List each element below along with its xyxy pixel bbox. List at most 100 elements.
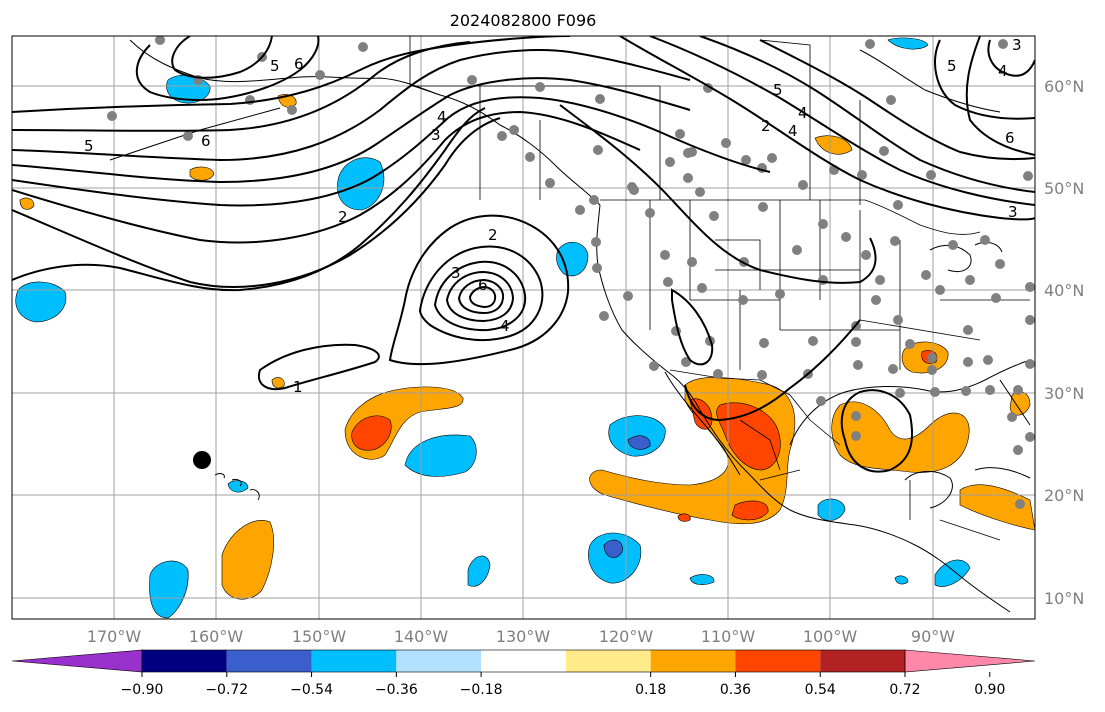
royal-field-pacific-3 [603,539,623,558]
map-title: 2024082800 F096 [450,11,597,30]
yucatan [904,471,953,509]
orange-field-small-1 [189,166,215,181]
orange-field-small-3 [19,197,35,210]
lon-label: 150°W [292,627,347,646]
colorbar-extend-low [11,649,143,673]
shaded-fields [15,37,1035,619]
orange-field-central-america [959,484,1035,531]
contour-label: 5 [947,57,957,75]
hawaii-islands [214,473,260,501]
colorbar-cell [311,650,397,672]
north-america-west-coast [596,204,1011,613]
contour-label: 5 [270,57,280,75]
orange-field-canada [814,135,853,155]
lat-label: 50°N [1044,179,1084,198]
contour-label: 4 [788,122,798,140]
colorbar: −0.90 −0.72 −0.54 −0.36 −0.18 0.18 0.36 0.54 0.7… [11,649,1036,698]
colorbar-tick-label: 0.90 [974,682,1005,698]
lat-label: 30°N [1044,384,1084,403]
canada-provinces [410,39,861,205]
colorbar-tick-label: −0.90 [121,682,164,698]
colorbar-cell [396,650,482,672]
colorbar-extend-high [904,649,1036,673]
contour-label: 4 [500,317,510,335]
us-mexico-border [669,369,841,446]
lon-label: 170°W [87,627,142,646]
longitude-labels: 170°W 160°W 150°W 140°W 130°W 120°W 110°… [87,627,955,646]
blue-field-south-3 [817,498,846,521]
lon-label: 90°W [911,627,955,646]
royal-field-pacific-2 [627,435,651,450]
contour-label: 2 [761,117,771,135]
highlight-marker [193,451,211,469]
contour-label: 3 [1012,36,1022,54]
lat-label: 40°N [1044,281,1084,300]
blue-field-hawaii [227,480,249,493]
baja-peninsula [664,371,741,476]
red-field-mexico [716,402,781,471]
lon-label: 120°W [599,627,654,646]
contour-label: 4 [798,104,808,122]
contour-label: 3 [1008,203,1018,221]
cuba [974,467,1031,479]
blue-field-small-2 [894,575,909,585]
colorbar-cell [820,650,905,672]
red-field-small [677,513,691,522]
us-canada-border [600,199,981,235]
lat-label: 20°N [1044,486,1084,505]
contour-label-group: 5 6 5 6 3 4 2 3 6 4 2 1 5 4 2 4 3 6 5 4 … [84,36,1022,396]
colorbar-cell [650,650,736,672]
blue-field-small-1 [689,574,715,585]
contour-label: 1 [293,378,303,396]
blue-field-pacific-3 [588,532,642,584]
red-field-south-mexico [731,500,769,521]
contour-label: 3 [431,126,441,144]
colorbar-tick-label: 0.54 [805,682,836,698]
orange-field-small-2 [271,377,285,389]
lon-label: 110°W [701,627,756,646]
hudson-bay-coast [859,49,1001,113]
contour-label: 2 [488,226,498,244]
colorbar-cell [735,650,821,672]
contour-label: 2 [338,208,348,226]
contour-label: 5 [773,81,783,99]
colorbar-cell [226,650,312,672]
colorbar-tick-label: 0.36 [720,682,751,698]
lat-label: 10°N [1044,589,1084,608]
florida [999,379,1031,426]
contour-label: 4 [437,108,447,126]
contour-label: 6 [478,276,488,294]
lon-label: 100°W [803,627,858,646]
colorbar-cell [481,650,566,672]
contour-label: 6 [1005,129,1015,147]
orange-field-gulf [831,401,970,473]
blue-field-central-america [934,559,971,587]
map-frame [11,35,1036,620]
blue-field-gulf-maine [887,37,929,50]
colorbar-tick-label: −0.36 [375,682,418,698]
colorbar-tick-label: −0.54 [290,682,333,698]
colorbar-frame [141,649,906,673]
blue-field-south-2 [467,555,491,587]
colorbar-cell [565,650,651,672]
contour-label: 3 [451,264,461,282]
lon-label: 140°W [394,627,449,646]
blue-field-pacific-1 [404,434,477,477]
contour-lines [12,36,1035,473]
colorbar-tick-label: −0.18 [460,682,503,698]
colorbar-tick-label: 0.72 [889,682,920,698]
colorbar-tick-label: 0.18 [635,682,666,698]
contour-label: 5 [84,137,94,155]
great-lakes [929,241,1003,273]
blue-field-california [556,242,589,277]
contour-label: 4 [998,62,1008,80]
colorbar-cell [142,650,227,672]
contour-label: 6 [201,132,211,150]
latitude-labels: 60°N 50°N 40°N 30°N 20°N 10°N [1044,77,1084,608]
blue-field-west-pacific [15,281,67,323]
state-lines [649,200,1030,370]
contour-label: 6 [294,55,304,73]
colorbar-tick-label: −0.72 [205,682,248,698]
lon-label: 130°W [496,627,551,646]
